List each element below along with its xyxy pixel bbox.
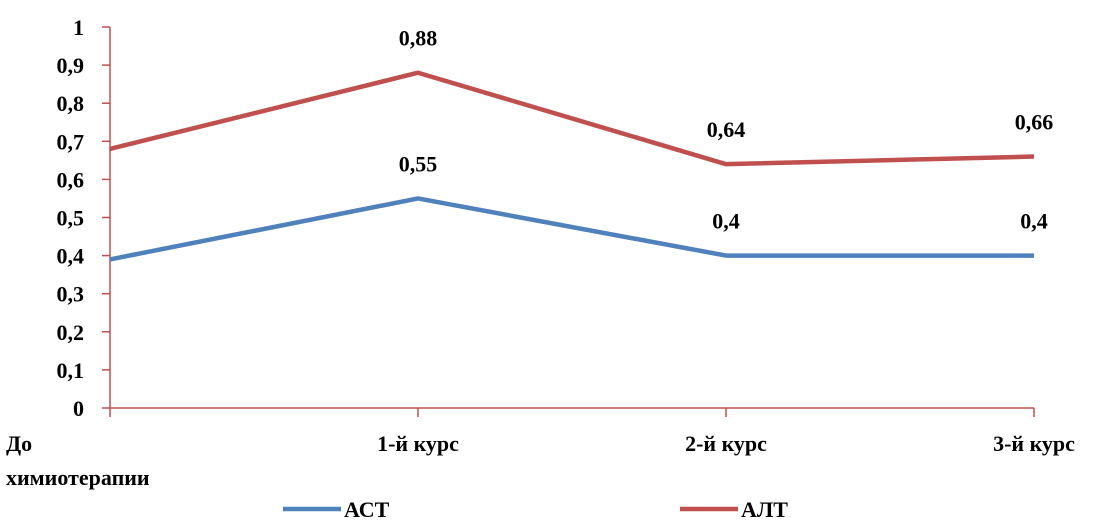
y-tick-label: 0,1: [57, 358, 85, 383]
legend-label: АЛТ: [741, 497, 788, 520]
y-tick-label: 0,2: [57, 320, 85, 345]
y-tick-label: 0,6: [57, 167, 85, 192]
series-line-2: [109, 70, 1035, 167]
series-line-1: [109, 196, 1034, 262]
y-tick-label: 0,8: [57, 91, 85, 116]
data-label: 0,4: [1020, 209, 1048, 234]
y-axis-ticks: 0 0,1 0,2 0,3 0,4 0,5 0,6 0,7 0,8 0,9 1: [57, 15, 110, 421]
data-labels: 0,55 0,4 0,4 0,88 0,64 0,66: [399, 26, 1054, 234]
x-tick-label: 2-й курс: [685, 431, 767, 456]
x-tick-label: До химиотерапии: [6, 431, 150, 490]
y-tick-label: 0,7: [57, 129, 85, 154]
y-tick-label: 0,5: [57, 206, 85, 231]
y-tick-label: 1: [73, 15, 84, 40]
x-tick-label: 3-й курс: [993, 431, 1075, 456]
legend-label: АСТ: [344, 497, 390, 520]
data-label: 0,66: [1015, 110, 1054, 135]
series-lines: [109, 70, 1035, 262]
y-tick-label: 0: [73, 396, 84, 421]
data-label: 0,55: [399, 151, 438, 176]
y-tick-label: 0,4: [57, 244, 85, 269]
y-tick-label: 0,9: [57, 53, 85, 78]
data-label: 0,4: [712, 209, 740, 234]
data-label: 0,64: [707, 117, 746, 142]
axes: [109, 27, 1034, 409]
x-tick-label: 1-й курс: [377, 431, 459, 456]
y-tick-label: 0,3: [57, 282, 85, 307]
legend: АСТ АЛТ: [283, 497, 788, 520]
x-axis-ticks: До химиотерапии 1-й курс 2-й курс 3-й курс: [6, 408, 1075, 490]
data-label: 0,88: [399, 26, 438, 51]
